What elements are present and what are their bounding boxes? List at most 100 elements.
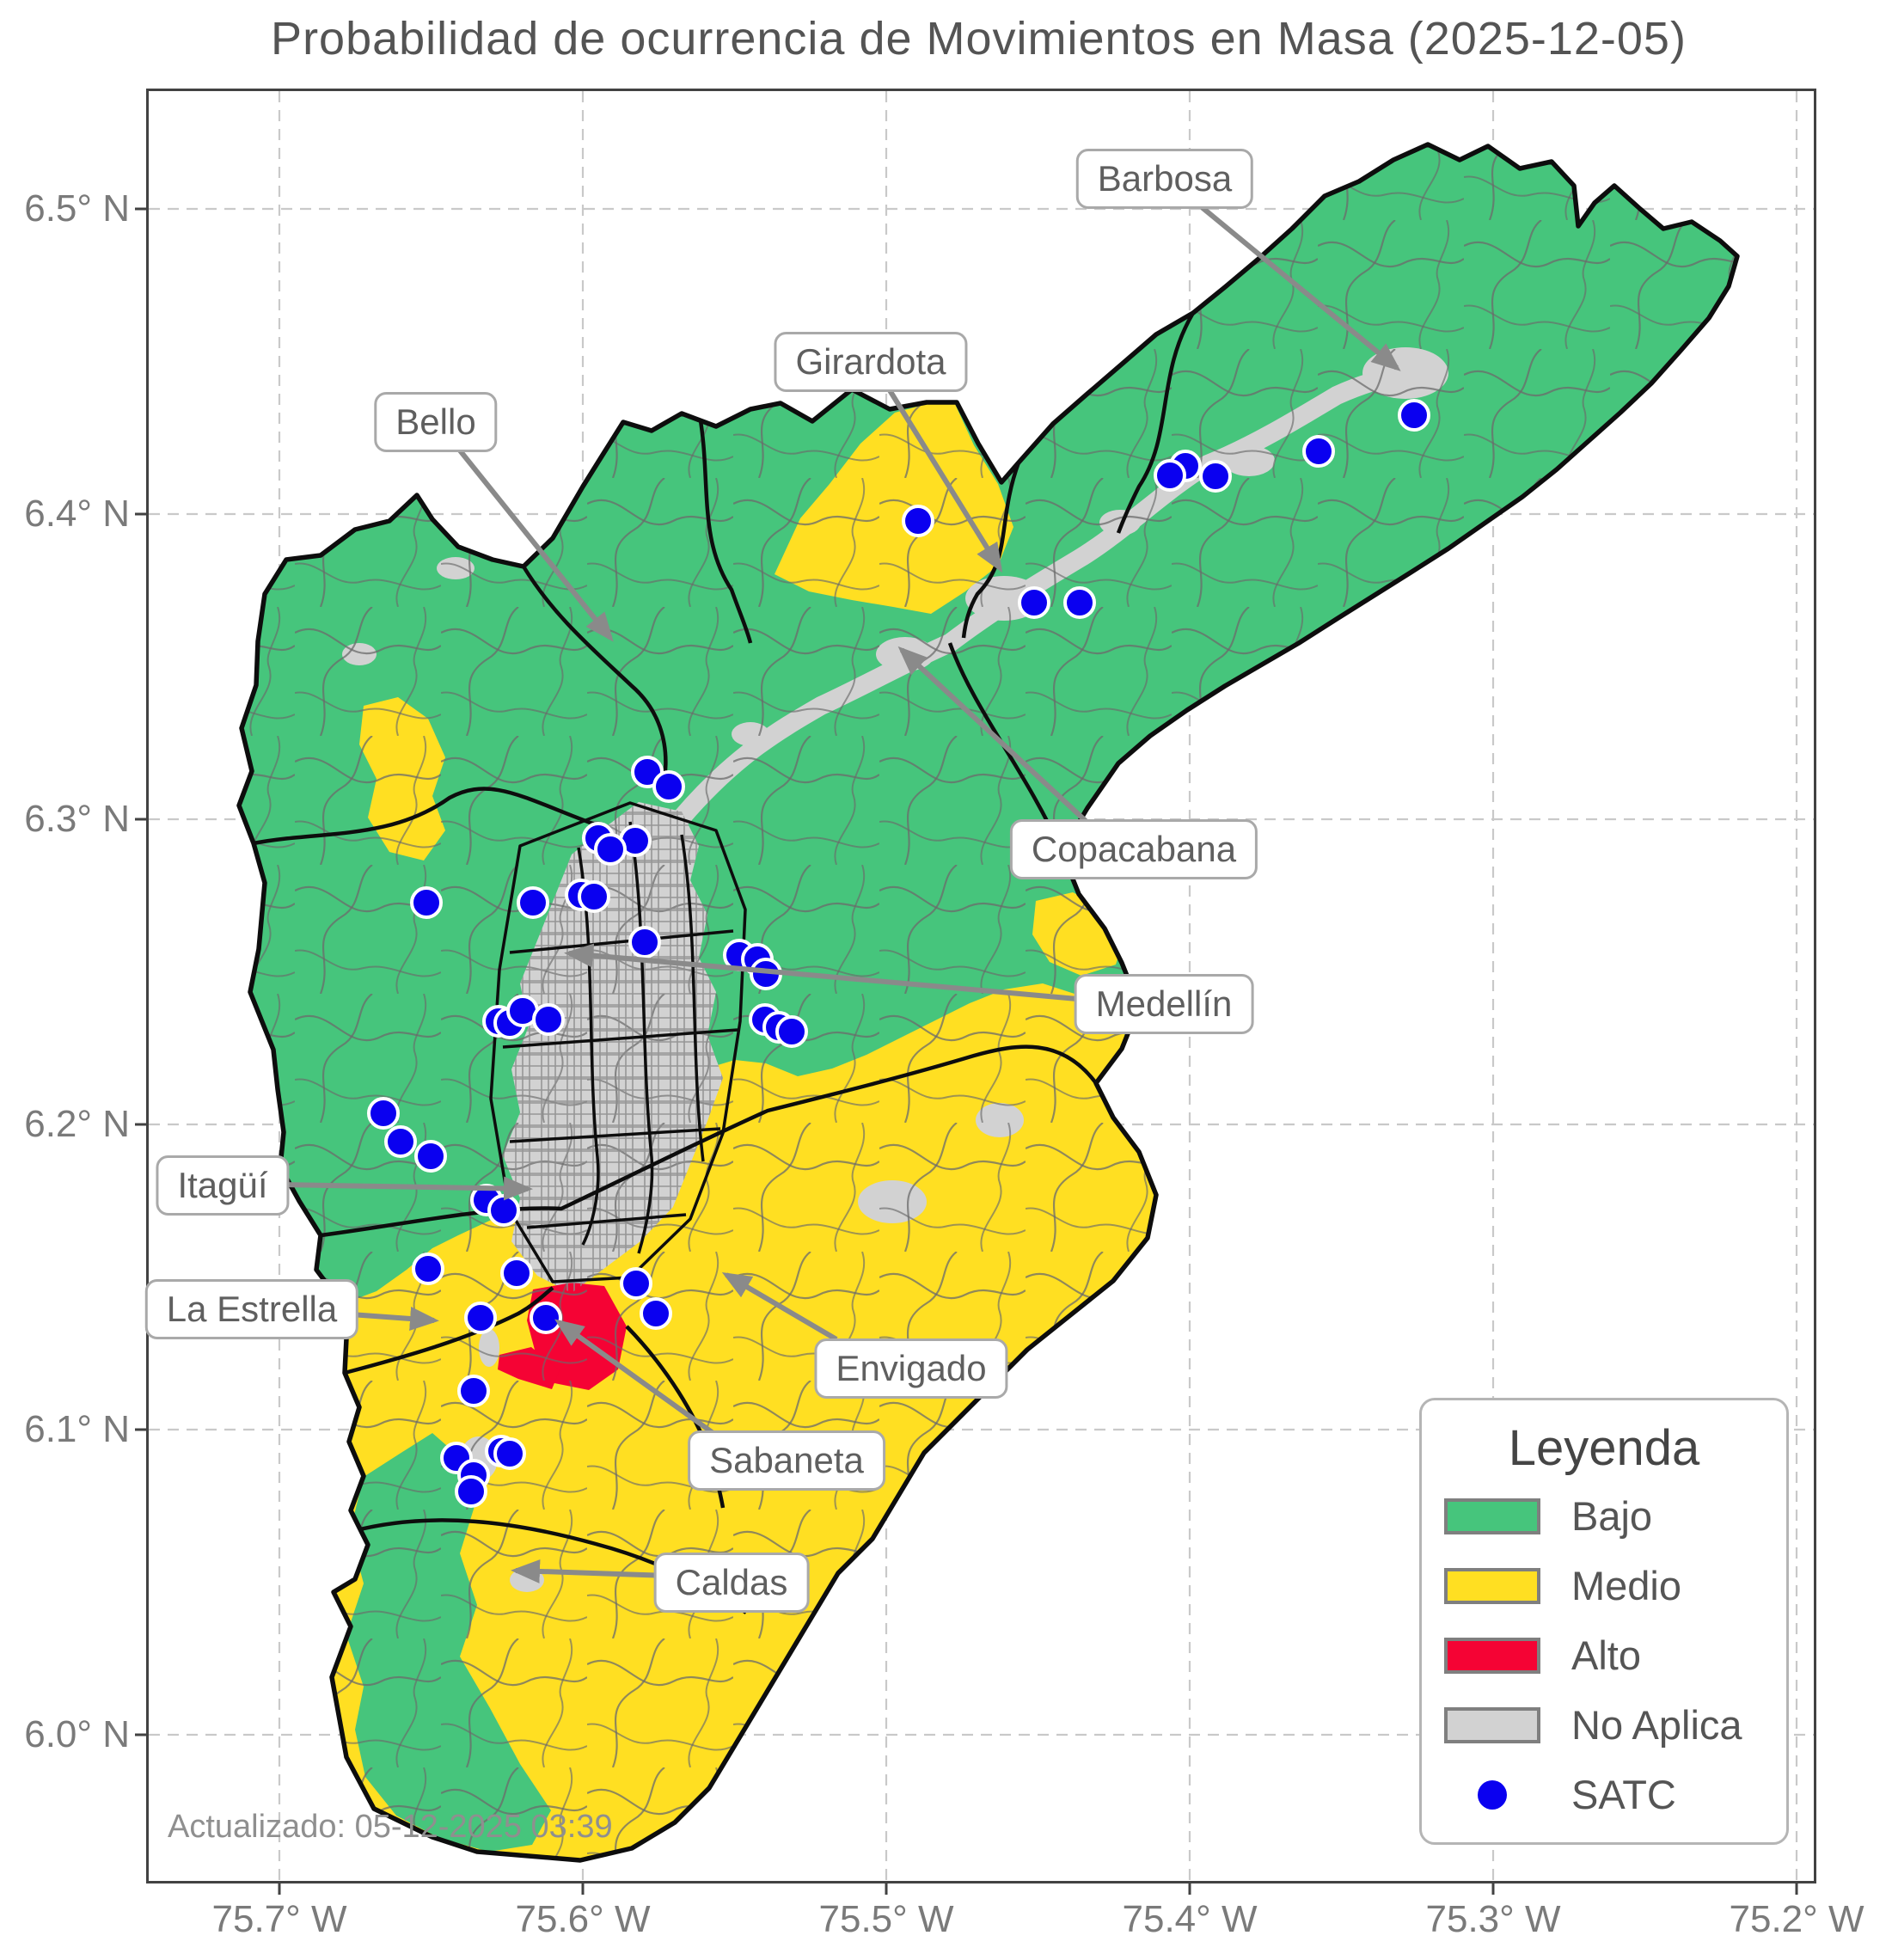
- municipal-border: [526, 1213, 687, 1229]
- annotation-arrow: [457, 449, 614, 642]
- satc-point: [1018, 586, 1050, 619]
- municipal-border: [577, 847, 600, 1246]
- legend-swatch-satc: [1444, 1779, 1540, 1810]
- legend-swatch-alto: [1444, 1637, 1540, 1674]
- legend-label: Alto: [1571, 1632, 1641, 1678]
- legend-label: No Aplica: [1571, 1702, 1742, 1748]
- satc-point: [530, 1302, 562, 1334]
- satc-point: [410, 886, 443, 919]
- annotation-label-itag-: Itagüí: [156, 1155, 290, 1216]
- annotation-arrow: [564, 943, 1078, 1001]
- tick-marks-layer: [135, 207, 1798, 1895]
- satc-point: [457, 1375, 490, 1407]
- satc-point: [455, 1475, 487, 1508]
- legend-row: Medio: [1444, 1562, 1764, 1609]
- annotation-arrow: [897, 646, 1088, 824]
- y-tick-label: 6.2° N: [24, 1103, 130, 1145]
- municipal-border: [253, 787, 605, 846]
- legend-label: Bajo: [1571, 1493, 1653, 1539]
- satc-point: [414, 1140, 447, 1173]
- satc-point: [594, 833, 627, 866]
- satc-point: [628, 926, 661, 959]
- satc-point: [578, 880, 610, 913]
- municipal-border: [509, 929, 734, 954]
- x-tick-label: 75.3° W: [1425, 1898, 1561, 1940]
- legend-row: SATC: [1444, 1771, 1764, 1818]
- legend-row: Bajo: [1444, 1492, 1764, 1540]
- legend-swatch-medio: [1444, 1567, 1540, 1604]
- municipal-border: [1116, 311, 1195, 534]
- annotation-label-sabaneta: Sabaneta: [688, 1430, 885, 1491]
- annotation-arrow: [554, 1319, 716, 1436]
- legend-box: Leyenda Bajo Medio Alto No Aplica SATC: [1419, 1398, 1789, 1845]
- satc-point: [493, 1437, 526, 1470]
- legend-title: Leyenda: [1508, 1420, 1700, 1476]
- municipal-border: [489, 801, 747, 1283]
- annotation-label-envigado: Envigado: [814, 1338, 1008, 1399]
- satc-point: [367, 1097, 400, 1130]
- municipal-border: [522, 565, 668, 780]
- satc-point: [652, 770, 685, 803]
- annotation-arrow: [1200, 205, 1401, 371]
- annotation-label-la-estrella: La Estrella: [144, 1279, 359, 1339]
- legend-row: Alto: [1444, 1632, 1764, 1679]
- y-tick-label: 6.1° N: [24, 1408, 130, 1450]
- annotation-label-bello: Bello: [374, 392, 498, 452]
- satc-dot-icon: [1478, 1779, 1507, 1810]
- satc-point: [487, 1194, 520, 1227]
- satc-point: [1302, 435, 1335, 468]
- satc-point: [500, 1257, 533, 1289]
- map-plot-area: Barbosa Girardota Bello Copacabana Medellín I…: [24, 89, 1864, 1940]
- annotation-arrow: [721, 1271, 838, 1342]
- x-tick-label: 75.4° W: [1122, 1898, 1258, 1940]
- legend-swatch-no_aplica: [1444, 1706, 1540, 1743]
- satc-point: [640, 1297, 672, 1330]
- legend-rows: Bajo Medio Alto No Aplica SATC: [1444, 1492, 1764, 1818]
- y-tick-label: 6.0° N: [24, 1713, 130, 1755]
- legend-row: No Aplica: [1444, 1701, 1764, 1749]
- annotation-label-caldas: Caldas: [653, 1553, 810, 1613]
- satc-point: [532, 1003, 565, 1036]
- y-tick-label: 6.4° N: [24, 493, 130, 535]
- municipal-border: [502, 1028, 738, 1049]
- municipal-border: [961, 462, 1021, 639]
- annotation-arrow: [511, 1559, 670, 1583]
- satc-point: [1199, 460, 1232, 493]
- annotation-arrows-layer: [280, 205, 1401, 1583]
- annotation-arrow: [280, 1176, 533, 1201]
- x-tick-label: 75.2° W: [1729, 1898, 1864, 1940]
- satc-point: [412, 1253, 444, 1285]
- municipal-border: [696, 410, 753, 644]
- municipal-border: [680, 834, 705, 1162]
- satc-point: [620, 1267, 652, 1300]
- y-tick-label: 6.5° N: [24, 187, 130, 230]
- satc-point: [384, 1125, 417, 1158]
- annotation-arrow: [350, 1307, 439, 1331]
- satc-point: [775, 1015, 808, 1048]
- municipal-border: [628, 821, 654, 1254]
- legend-label: SATC: [1571, 1772, 1676, 1817]
- municipal-border: [509, 1127, 721, 1143]
- satc-point: [1154, 459, 1186, 492]
- annotation-label-girardota: Girardota: [774, 332, 968, 392]
- y-tick-label: 6.3° N: [24, 798, 130, 840]
- satc-point: [517, 886, 549, 919]
- annotation-label-medell-n: Medellín: [1074, 974, 1254, 1034]
- satc-point: [1398, 399, 1430, 432]
- figure-title: Probabilidad de ocurrencia de Movimiento…: [271, 13, 1687, 64]
- x-tick-label: 75.5° W: [818, 1898, 954, 1940]
- updated-timestamp: Actualizado: 05-12-2025 03:39: [168, 1809, 613, 1845]
- annotation-label-copacabana: Copacabana: [1009, 819, 1258, 879]
- satc-point: [1063, 586, 1096, 619]
- satc-points-layer: [367, 399, 1430, 1508]
- annotation-arrow: [887, 389, 1003, 573]
- legend-label: Medio: [1571, 1563, 1682, 1608]
- region-outline: [236, 142, 1740, 1863]
- satc-point: [464, 1302, 497, 1334]
- x-tick-label: 75.6° W: [515, 1898, 651, 1940]
- annotation-label-barbosa: Barbosa: [1075, 149, 1254, 209]
- satc-point: [902, 505, 934, 537]
- x-tick-label: 75.7° W: [211, 1898, 347, 1940]
- legend-swatch-bajo: [1444, 1498, 1540, 1534]
